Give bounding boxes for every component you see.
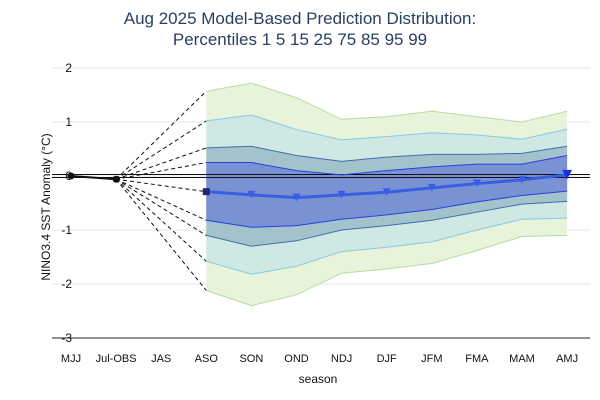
x-tick-label: ASO	[195, 353, 219, 365]
median-marker	[472, 179, 481, 188]
x-tick-label: Jul-OBS	[96, 353, 137, 365]
chart-title-line1: Aug 2025 Model-Based Prediction Distribu…	[124, 9, 476, 28]
y-tick-label: -3	[61, 331, 72, 345]
x-axis-label: season	[299, 372, 338, 386]
median-marker	[247, 190, 256, 199]
zero-line	[52, 174, 590, 178]
x-tick-labels: MJJ Jul-OBS JAS ASO SON OND NDJ DJF JFM FMA MAM AMJ	[61, 353, 578, 365]
x-tick-label: DJF	[377, 353, 397, 365]
x-tick-label: FMA	[465, 353, 489, 365]
connector-p1	[115, 178, 207, 291]
connector-p95	[115, 120, 207, 180]
y-tick-label: 1	[65, 115, 72, 129]
y-tick-labels: 2 1 0 -1 -2 -3	[61, 61, 72, 345]
connector-p75	[116, 162, 207, 180]
x-tick-label: MAM	[509, 353, 535, 365]
connector-p99	[115, 90, 207, 180]
x-tick-label: SON	[239, 353, 263, 365]
x-tick-label: MJJ	[61, 353, 81, 365]
median-marker	[382, 188, 391, 196]
observed-point	[67, 172, 75, 180]
percentile-line-p95	[206, 114, 568, 141]
y-tick-label: 2	[65, 61, 72, 75]
percentile-line-p15	[206, 200, 568, 247]
percentile-line-p99	[206, 82, 568, 123]
y-tick-label: 0	[65, 169, 72, 183]
series-lines	[67, 82, 573, 307]
x-tick-label: AMJ	[556, 353, 578, 365]
connector-p15	[115, 178, 207, 236]
median-marker	[337, 190, 346, 199]
median-marker	[427, 183, 436, 192]
median-start-marker	[202, 188, 210, 196]
x-tick-label: JAS	[151, 353, 171, 365]
chart-title-line2: Percentiles 1 5 15 25 75 85 95 99	[173, 30, 427, 49]
percentile-line-p85	[206, 145, 568, 162]
connector-median	[116, 178, 207, 193]
observed-point	[112, 175, 120, 183]
observed-line	[70, 175, 117, 181]
connector-p5	[115, 178, 207, 262]
connector-dashes	[115, 90, 207, 291]
x-tick-label: JFM	[421, 353, 442, 365]
median-marker	[518, 175, 526, 184]
connector-p25	[115, 178, 207, 221]
percentile-line-p5	[206, 217, 568, 275]
median-marker	[292, 193, 301, 202]
x-tick-label: OND	[284, 353, 309, 365]
median-marker	[562, 169, 573, 180]
percentile-line-p75	[206, 154, 568, 176]
percentile-line-p1	[206, 234, 568, 307]
percentile-line-p25	[206, 190, 568, 228]
y-tick-label: -1	[61, 223, 72, 237]
x-tick-label: NDJ	[331, 353, 352, 365]
y-tick-label: -2	[61, 277, 72, 291]
y-axis-label: NINO3.4 SST Anomaly (°C)	[39, 133, 53, 280]
